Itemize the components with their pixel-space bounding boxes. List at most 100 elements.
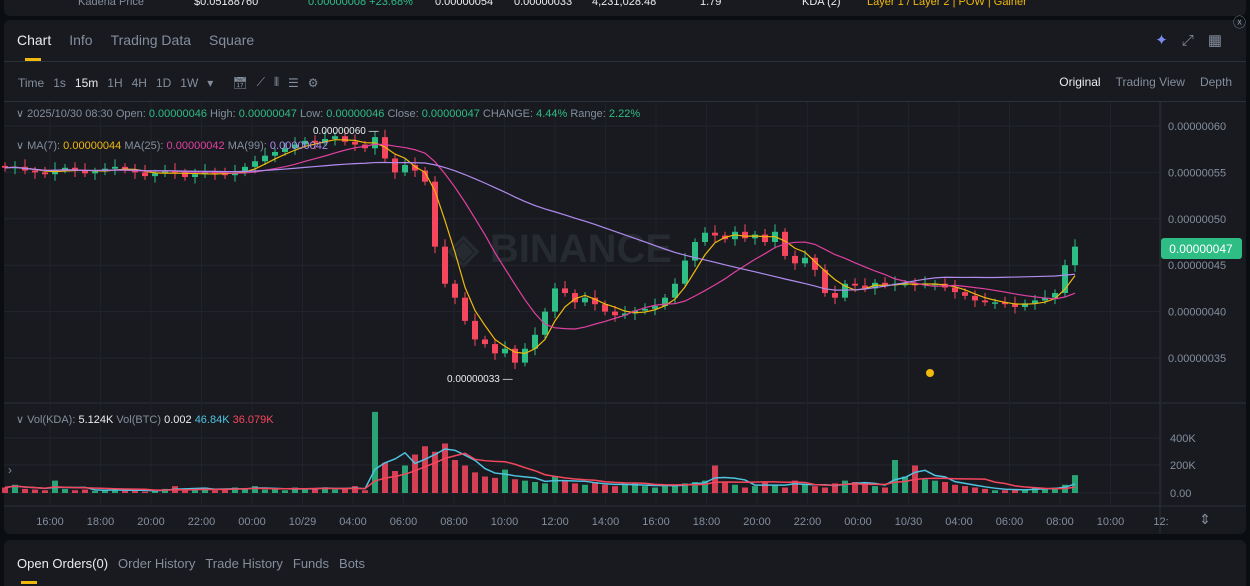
volume-bar [702, 480, 708, 493]
candle-body [222, 173, 228, 176]
time-tick: 10:00 [1097, 516, 1125, 528]
layout-icon[interactable]: ▦ [1207, 32, 1222, 49]
interval-time[interactable]: Time [18, 75, 45, 90]
volume-bar [732, 484, 738, 493]
volume-bar [42, 490, 48, 493]
tab-square[interactable]: Square [209, 32, 255, 48]
volume-bar [832, 483, 838, 493]
candle-body [162, 170, 168, 174]
candle-body [232, 172, 238, 176]
volume-bar [952, 484, 958, 493]
interval-1s[interactable]: 1s [53, 75, 66, 90]
candle-type-icon[interactable]: ⫴ [273, 75, 280, 89]
calendar-icon[interactable]: 📅︎ [232, 75, 248, 90]
indicator-icon[interactable]: ⟋ [256, 75, 265, 89]
scroll-left-icon[interactable]: › [8, 463, 12, 477]
volume-bar [2, 487, 8, 493]
volume-bar [1002, 490, 1008, 493]
volume-ma1-line [4, 448, 1076, 492]
volume-bar [582, 484, 588, 493]
interval-1d[interactable]: 1D [155, 75, 172, 90]
candle-body [762, 234, 768, 242]
volume-bar [612, 486, 618, 493]
volume-bar [642, 486, 648, 493]
volume-bar [942, 482, 948, 493]
time-tick: 00:00 [844, 516, 872, 528]
view-trading-view[interactable]: Trading View [1115, 75, 1185, 89]
volume-bar [772, 484, 778, 493]
candle-body [152, 173, 158, 177]
volume-bar [262, 489, 268, 493]
ticker-high: 0.00000054 [435, 0, 494, 8]
candle-body [452, 283, 458, 298]
candle-body [552, 288, 558, 312]
volume-bar [202, 487, 208, 493]
interval-1w[interactable]: 1W [180, 75, 199, 90]
expand-icon[interactable]: ⤢ [1181, 32, 1194, 49]
volume-bar [712, 465, 718, 493]
volume-bar [1042, 488, 1048, 493]
tab-funds[interactable]: Funds [292, 556, 330, 571]
volume-bar [372, 411, 378, 493]
tab-open-orders[interactable]: Open Orders(0) [17, 556, 109, 571]
tab-order-history[interactable]: Order History [118, 556, 196, 571]
candle-body [952, 287, 958, 293]
candle-body [1042, 297, 1048, 301]
candle-body [252, 161, 258, 167]
price-tick: 0.00000050 [1168, 214, 1226, 226]
candle-body [852, 283, 858, 286]
price-tick: 0.00000045 [1168, 260, 1226, 272]
interval-1h[interactable]: 1H [107, 75, 123, 90]
candle-body [442, 246, 448, 284]
ticker-name[interactable]: Kadena Price [78, 0, 145, 8]
time-tick: 10:00 [491, 516, 519, 528]
tab-chart[interactable]: Chart [17, 32, 52, 48]
candle-body [92, 171, 98, 174]
candle-body [1032, 300, 1038, 304]
tab-bots[interactable]: Bots [339, 556, 366, 571]
volume-bar [622, 484, 628, 493]
tab-trade-history[interactable]: Trade History [205, 556, 283, 571]
candle-body [802, 257, 808, 264]
candle-body [862, 285, 868, 289]
interval-4h[interactable]: 4H [131, 75, 147, 90]
volume-bar [392, 471, 398, 493]
volume-bar [402, 465, 408, 493]
scale-reset-icon[interactable]: ⇕ [1199, 511, 1211, 527]
volume-bar [792, 480, 798, 493]
volume-bar [222, 489, 228, 493]
candle-body [32, 170, 38, 173]
close-icon[interactable]: ⓧ [1232, 15, 1246, 30]
volume-bar [682, 483, 688, 493]
volume-bar [112, 488, 118, 493]
candle-body [282, 148, 288, 152]
view-original[interactable]: Original [1059, 75, 1101, 89]
volume-bar [782, 487, 788, 493]
ai-sparkle-icon[interactable]: ✦ [1155, 32, 1168, 49]
time-tick: 10/30 [895, 516, 923, 528]
volume-tick: 400K [1170, 433, 1196, 445]
volume-bar [152, 490, 158, 493]
volume-bar [532, 482, 538, 493]
volume-bar [872, 486, 878, 493]
candle-body [1012, 304, 1018, 307]
gear-icon[interactable]: ⚙ [307, 75, 319, 90]
volume-bar [452, 460, 458, 493]
volume-bar [242, 488, 248, 493]
interval-15m[interactable]: 15m [74, 75, 99, 90]
settings-list-icon[interactable]: ☰ [288, 75, 299, 90]
candle-body [602, 304, 608, 312]
volume-bar [182, 490, 188, 493]
tab-info[interactable]: Info [69, 32, 93, 48]
ticker-volume: 4,231,028.48 [592, 0, 657, 8]
time-tick: 10/29 [289, 516, 317, 528]
candle-body [182, 172, 188, 178]
tab-trading-data[interactable]: Trading Data [110, 32, 192, 48]
volume-bar [502, 469, 508, 493]
more-intervals-dropdown-icon[interactable]: ▾ [207, 75, 214, 90]
candle-body [832, 293, 838, 298]
ticker-categories[interactable]: Layer 1 / Layer 2 | POW | Gainer [867, 0, 1027, 8]
volume-bar [422, 446, 428, 493]
view-depth[interactable]: Depth [1199, 75, 1232, 89]
